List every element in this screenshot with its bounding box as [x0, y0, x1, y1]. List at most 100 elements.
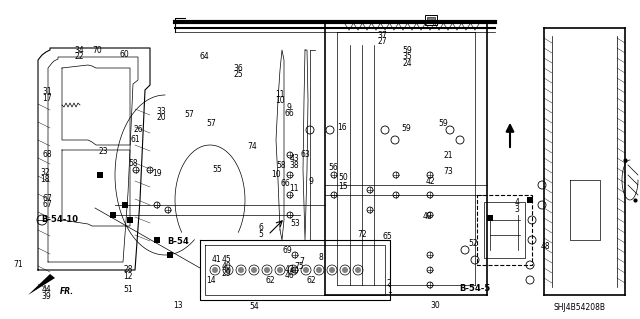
Text: 46: 46 — [285, 271, 295, 280]
Text: 25: 25 — [233, 70, 243, 79]
Bar — [487, 215, 493, 221]
Bar — [427, 17, 435, 23]
Text: 13: 13 — [173, 301, 183, 310]
Text: 5: 5 — [259, 230, 264, 239]
Text: 45: 45 — [221, 255, 232, 264]
Circle shape — [277, 267, 283, 273]
Text: 49: 49 — [422, 212, 433, 221]
Text: 2: 2 — [387, 279, 392, 288]
Text: B-54-10: B-54-10 — [42, 215, 79, 224]
Text: 30: 30 — [430, 301, 440, 310]
Text: 12: 12 — [124, 272, 132, 281]
Text: 59: 59 — [401, 124, 411, 133]
Text: 43: 43 — [289, 154, 300, 163]
Text: 26: 26 — [133, 125, 143, 134]
Text: 14: 14 — [206, 276, 216, 285]
Text: 11: 11 — [275, 90, 284, 99]
Text: 16: 16 — [337, 123, 347, 132]
Text: 7: 7 — [299, 257, 304, 266]
Text: 56: 56 — [328, 163, 338, 172]
Text: 57: 57 — [184, 110, 195, 119]
Text: 64: 64 — [200, 52, 210, 61]
Text: 72: 72 — [357, 230, 367, 239]
Text: 4: 4 — [515, 198, 520, 207]
Text: 65: 65 — [383, 232, 393, 241]
Text: 51: 51 — [123, 285, 133, 293]
Circle shape — [212, 267, 218, 273]
Polygon shape — [28, 274, 55, 295]
Text: 8: 8 — [319, 253, 324, 262]
Text: 42: 42 — [425, 177, 435, 186]
Text: 15: 15 — [338, 182, 348, 191]
Bar — [154, 237, 160, 243]
Text: FR.: FR. — [60, 286, 74, 295]
Text: 35: 35 — [402, 52, 412, 61]
Text: 19: 19 — [152, 169, 163, 178]
Bar — [425, 15, 437, 25]
Text: 63: 63 — [300, 150, 310, 159]
Text: 74: 74 — [247, 142, 257, 151]
Text: 37: 37 — [378, 31, 388, 40]
Text: 53: 53 — [291, 219, 301, 228]
Text: 44: 44 — [41, 285, 51, 294]
Text: 47: 47 — [285, 265, 295, 274]
Text: B-54: B-54 — [167, 237, 189, 246]
Text: 75: 75 — [294, 262, 304, 271]
Text: 66: 66 — [284, 109, 294, 118]
Text: SHJ4B54208B: SHJ4B54208B — [554, 303, 606, 313]
Circle shape — [238, 267, 244, 273]
Text: 62: 62 — [307, 276, 317, 285]
Circle shape — [225, 267, 231, 273]
Text: 38: 38 — [289, 161, 300, 170]
Text: 10: 10 — [271, 170, 282, 179]
Text: 22: 22 — [75, 52, 84, 61]
Text: 70: 70 — [92, 46, 102, 55]
Circle shape — [329, 267, 335, 273]
Text: 18: 18 — [40, 175, 49, 184]
Text: 67: 67 — [42, 200, 52, 209]
Text: 71: 71 — [13, 260, 23, 269]
Text: 21: 21 — [444, 151, 452, 160]
Text: 11: 11 — [290, 184, 299, 193]
Text: 17: 17 — [42, 94, 52, 103]
Text: 73: 73 — [443, 167, 453, 176]
Circle shape — [355, 267, 361, 273]
Text: 55: 55 — [212, 165, 223, 174]
Text: 60: 60 — [120, 50, 130, 59]
Text: 48: 48 — [540, 242, 550, 251]
Text: 10: 10 — [275, 96, 285, 105]
Text: 33: 33 — [156, 107, 166, 115]
Text: 69: 69 — [282, 246, 292, 255]
Text: 62: 62 — [265, 276, 275, 285]
Text: 58: 58 — [128, 160, 138, 168]
Text: 29: 29 — [221, 269, 232, 278]
Text: 54: 54 — [250, 302, 260, 311]
Circle shape — [290, 267, 296, 273]
Text: 52: 52 — [468, 239, 479, 248]
Text: 34: 34 — [74, 46, 84, 55]
Text: 66: 66 — [280, 179, 291, 188]
Circle shape — [251, 267, 257, 273]
Bar — [527, 197, 533, 203]
Text: 40: 40 — [221, 262, 232, 271]
Text: 41: 41 — [211, 255, 221, 264]
Bar — [484, 202, 525, 258]
Text: 27: 27 — [378, 37, 388, 46]
Circle shape — [303, 267, 309, 273]
Text: 32: 32 — [40, 168, 50, 177]
Text: 57: 57 — [206, 119, 216, 128]
Text: 36: 36 — [233, 64, 243, 73]
Text: 59: 59 — [402, 46, 412, 55]
Bar — [97, 172, 103, 178]
Text: 59: 59 — [438, 119, 448, 128]
Text: 68: 68 — [42, 150, 52, 159]
Text: 9: 9 — [287, 103, 292, 112]
Text: B-54-5: B-54-5 — [460, 284, 490, 293]
Text: 50: 50 — [338, 173, 348, 182]
Circle shape — [264, 267, 270, 273]
Text: 28: 28 — [124, 265, 132, 274]
Text: 20: 20 — [156, 113, 166, 122]
Text: 39: 39 — [41, 292, 51, 301]
Text: 58: 58 — [276, 161, 287, 170]
Bar — [110, 212, 116, 218]
